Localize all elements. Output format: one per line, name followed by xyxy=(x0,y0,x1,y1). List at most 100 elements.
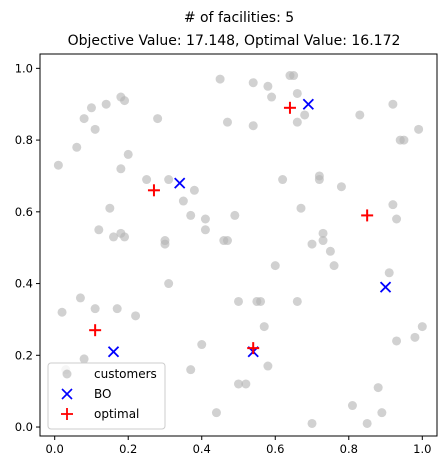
customer-point xyxy=(200,225,210,235)
customer-point xyxy=(289,71,299,81)
customer-point xyxy=(178,196,188,206)
customer-point xyxy=(296,203,306,213)
customer-point xyxy=(105,203,115,213)
customer-point xyxy=(414,124,424,134)
customer-point xyxy=(270,261,280,271)
y-tick-label: 1.0 xyxy=(15,61,33,75)
customer-point xyxy=(388,99,398,109)
customer-point xyxy=(362,418,372,428)
customer-point xyxy=(120,96,130,106)
customer-point xyxy=(120,232,130,242)
customer-point xyxy=(230,210,240,220)
customer-point xyxy=(336,182,346,192)
points-layer xyxy=(53,71,427,428)
x-tick-label: 0.6 xyxy=(266,442,284,456)
customer-point xyxy=(256,296,266,306)
customer-point xyxy=(112,304,122,314)
customer-point xyxy=(211,408,221,418)
x-tick-label: 0.2 xyxy=(119,442,137,456)
y-tick-label: 0.4 xyxy=(15,277,33,291)
customer-point xyxy=(373,383,383,393)
customer-point xyxy=(263,361,273,371)
customer-point xyxy=(200,214,210,224)
customer-point xyxy=(307,239,317,249)
customer-point xyxy=(75,293,85,303)
x-tick-label: 0.4 xyxy=(193,442,211,456)
customer-point xyxy=(189,185,199,195)
customer-point xyxy=(314,175,324,185)
legend: customers BO optimal xyxy=(47,362,166,430)
customer-point xyxy=(186,210,196,220)
customer-point xyxy=(300,110,310,120)
customer-point xyxy=(417,322,427,332)
customer-point xyxy=(222,236,232,246)
customer-point xyxy=(318,228,328,238)
customer-point xyxy=(164,279,174,289)
customer-point xyxy=(72,142,82,152)
customer-point xyxy=(86,103,96,113)
optimal-point xyxy=(283,101,296,114)
customer-point xyxy=(53,160,63,170)
customer-point xyxy=(318,236,328,246)
customer-point xyxy=(241,379,251,389)
customer-point xyxy=(384,268,394,278)
customer-point xyxy=(325,246,335,256)
customer-point xyxy=(392,214,402,224)
legend-optimal-marker xyxy=(61,408,73,420)
customer-point xyxy=(153,114,163,124)
x-tick-label: 0.0 xyxy=(46,442,64,456)
y-tick-label: 0.8 xyxy=(15,133,33,147)
x-tick-label: 1.0 xyxy=(413,442,431,456)
customer-point xyxy=(131,311,141,321)
customer-point xyxy=(307,418,317,428)
customer-point xyxy=(263,81,273,91)
legend-bo-marker xyxy=(61,388,73,400)
customer-point xyxy=(215,74,225,84)
ticks-layer: 0.0 0.2 0.4 0.6 0.8 1.0 0.0 0.2 0.4 0.6 0.8 1.0 xyxy=(15,61,432,456)
customer-point xyxy=(278,175,288,185)
plot-frame xyxy=(39,53,438,437)
optimal-point xyxy=(89,324,102,337)
customer-point xyxy=(57,307,67,317)
optimal-point xyxy=(361,209,374,222)
customer-point xyxy=(234,296,243,306)
legend-customers-label: customers xyxy=(94,367,157,381)
customer-point xyxy=(292,117,302,127)
customer-point xyxy=(410,332,420,342)
bo-point xyxy=(174,177,186,189)
y-tick-label: 0.2 xyxy=(15,348,33,362)
y-tick-label: 0.6 xyxy=(15,205,33,219)
customer-point xyxy=(109,232,119,242)
customer-point xyxy=(90,304,100,314)
customer-point xyxy=(329,261,339,271)
chart-title-line2: Objective Value: 17.148, Optimal Value: … xyxy=(68,33,401,49)
bo-point xyxy=(302,98,314,110)
customer-point xyxy=(392,336,402,346)
chart-title-line1: # of facilities: 5 xyxy=(184,10,294,26)
customer-point xyxy=(79,354,89,364)
customer-point xyxy=(123,149,133,159)
customer-point xyxy=(267,92,277,102)
customer-point xyxy=(222,117,232,127)
customer-point xyxy=(292,296,302,306)
customer-point xyxy=(101,99,111,109)
customer-point xyxy=(399,135,409,145)
customer-point xyxy=(142,175,152,185)
legend-bo-label: BO xyxy=(94,387,111,401)
y-tick-label: 0.0 xyxy=(15,420,33,434)
customer-point xyxy=(197,340,207,350)
legend-customers-marker xyxy=(62,369,72,379)
bo-point xyxy=(379,281,392,293)
customer-point xyxy=(94,225,104,235)
customer-point xyxy=(259,322,269,332)
legend-box xyxy=(47,362,166,430)
customer-point xyxy=(79,114,89,124)
optimal-point xyxy=(147,184,160,197)
customer-point xyxy=(234,379,243,389)
customer-point xyxy=(355,110,365,120)
customer-point xyxy=(388,200,398,210)
customer-point xyxy=(347,401,357,411)
customer-point xyxy=(164,175,174,185)
legend-optimal-label: optimal xyxy=(94,407,139,421)
